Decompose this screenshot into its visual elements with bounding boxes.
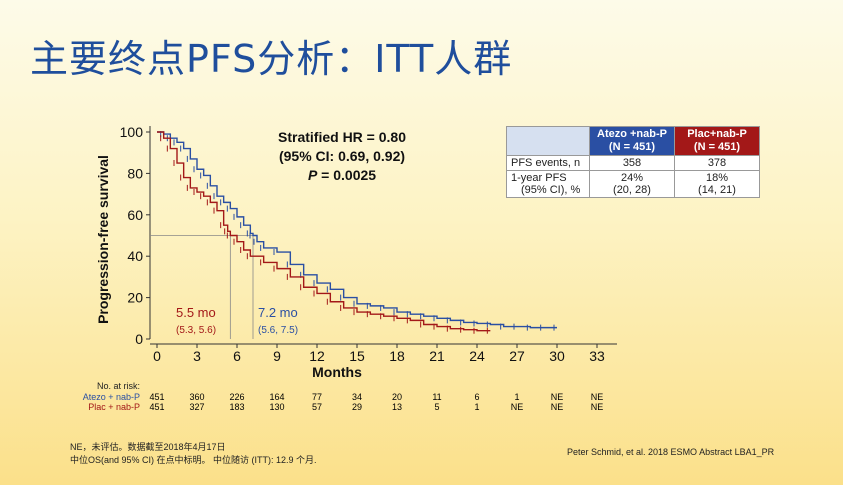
- risk-count-atezo: 451: [149, 392, 165, 402]
- risk-count-plac: 183: [229, 402, 245, 412]
- risk-count-plac: NE: [550, 402, 564, 412]
- x-tick-label: 9: [273, 348, 281, 364]
- median-label-plac: 5.5 mo: [176, 305, 216, 320]
- risk-count-plac: 5: [434, 402, 440, 412]
- hr-ci: (95% CI: 0.69, 0.92): [278, 148, 406, 164]
- hazard-ratio-box: Stratified HR = 0.80 (95% CI: 0.69, 0.92…: [262, 128, 422, 185]
- y-tick-label: 60: [127, 207, 143, 223]
- x-tick-label: 27: [509, 348, 525, 364]
- risk-count-atezo: NE: [590, 392, 604, 402]
- risk-atezo-label: Atezo + nab-P: [82, 392, 140, 402]
- median-ci-atezo: (5.6, 7.5): [258, 325, 298, 336]
- median-label-atezo: 7.2 mo: [258, 305, 298, 320]
- p-label: P: [307, 167, 318, 183]
- x-tick-label: 3: [193, 348, 201, 364]
- risk-plac-label: Plac + nab-P: [88, 402, 140, 412]
- x-tick-label: 6: [233, 348, 241, 364]
- slide-title: 主要终点PFS分析：ITT人群: [30, 37, 513, 81]
- risk-count-atezo: 164: [269, 392, 285, 402]
- x-tick-label: 0: [153, 348, 161, 364]
- risk-count-atezo: 226: [229, 392, 245, 402]
- risk-count-plac: 327: [189, 402, 205, 412]
- x-tick-label: 30: [549, 348, 565, 364]
- atezo-head-n: (N = 451): [608, 141, 656, 153]
- hr-value: Stratified HR = 0.80: [278, 129, 406, 145]
- risk-count-plac: NE: [590, 402, 604, 412]
- x-axis-label: Months: [312, 364, 362, 380]
- x-tick-label: 33: [589, 348, 605, 364]
- risk-count-atezo: 11: [432, 392, 442, 402]
- summary-header-blank: [506, 126, 590, 156]
- one-year-label-2: (95% CI), %: [521, 184, 581, 196]
- summary-header-atezo: Atezo +nab-P (N = 451): [589, 126, 675, 156]
- risk-count-atezo: 34: [351, 392, 362, 402]
- summary-header-row: Atezo +nab-P (N = 451) Plac+nab-P (N = 4…: [506, 126, 760, 156]
- one-year-atezo-ci: (20, 28): [613, 184, 651, 196]
- p-number: = 0.0025: [317, 167, 377, 183]
- footnote: NE，未评估。数据截至2018年4月17日 中位OS(and 95% CI) 在…: [70, 441, 317, 467]
- risk-count-plac: 451: [149, 402, 165, 412]
- events-atezo: 358: [589, 155, 675, 171]
- atezo-head-name: Atezo +nab-P: [597, 128, 667, 140]
- x-tick-label: 15: [349, 348, 365, 364]
- risk-count-atezo: 1: [514, 392, 520, 402]
- one-year-label: 1-year PFS (95% CI), %: [506, 170, 590, 198]
- risk-count-plac: 29: [351, 402, 362, 412]
- footnote-line-2: 中位OS(and 95% CI) 在点中标明。 中位随访 (ITT): 12.9…: [70, 455, 317, 465]
- risk-count-atezo: 360: [189, 392, 205, 402]
- events-plac: 378: [674, 155, 760, 171]
- summary-header-plac: Plac+nab-P (N = 451): [674, 126, 760, 156]
- median-ci-plac: (5.3, 5.6): [176, 325, 216, 336]
- y-tick-label: 40: [127, 248, 143, 264]
- risk-count-atezo: 77: [311, 392, 322, 402]
- risk-count-plac: 13: [391, 402, 402, 412]
- citation: Peter Schmid, et al. 2018 ESMO Abstract …: [567, 447, 775, 457]
- summary-row-events: PFS events, n 358 378: [506, 155, 760, 171]
- one-year-atezo: 24% (20, 28): [589, 170, 675, 198]
- y-tick-label: 0: [135, 331, 143, 347]
- y-tick-label: 100: [120, 124, 144, 140]
- plac-head-name: Plac+nab-P: [687, 128, 747, 140]
- one-year-atezo-value: 24%: [620, 172, 644, 184]
- risk-count-plac: 1: [474, 402, 480, 412]
- risk-count-atezo: 6: [474, 392, 480, 402]
- p-value: P = 0.0025: [262, 166, 422, 185]
- footnote-line-1: NE，未评估。数据截至2018年4月17日: [70, 442, 226, 452]
- y-tick-label: 80: [127, 165, 143, 181]
- one-year-plac-ci: (14, 21): [698, 184, 736, 196]
- risk-header: No. at risk:: [96, 381, 140, 391]
- curve-atezo: [157, 131, 557, 329]
- summary-row-1yr: 1-year PFS (95% CI), % 24% (20, 28) 18% …: [506, 170, 760, 198]
- x-tick-label: 21: [429, 348, 445, 364]
- one-year-plac: 18% (14, 21): [674, 170, 760, 198]
- x-tick-label: 18: [389, 348, 405, 364]
- curve-plac: [157, 131, 491, 332]
- y-axis-label: Progression-free survival: [95, 155, 111, 324]
- plac-head-n: (N = 451): [693, 141, 741, 153]
- risk-count-atezo: 20: [391, 392, 402, 402]
- x-tick-label: 24: [469, 348, 485, 364]
- events-label: PFS events, n: [506, 155, 590, 171]
- x-tick-label: 12: [309, 348, 325, 364]
- risk-count-plac: 57: [311, 402, 322, 412]
- summary-table: Atezo +nab-P (N = 451) Plac+nab-P (N = 4…: [506, 126, 760, 198]
- one-year-plac-value: 18%: [705, 172, 729, 184]
- risk-count-plac: 130: [269, 402, 285, 412]
- risk-count-plac: NE: [510, 402, 524, 412]
- y-tick-label: 20: [127, 290, 143, 306]
- risk-count-atezo: NE: [550, 392, 564, 402]
- one-year-label-1: 1-year PFS: [511, 172, 567, 184]
